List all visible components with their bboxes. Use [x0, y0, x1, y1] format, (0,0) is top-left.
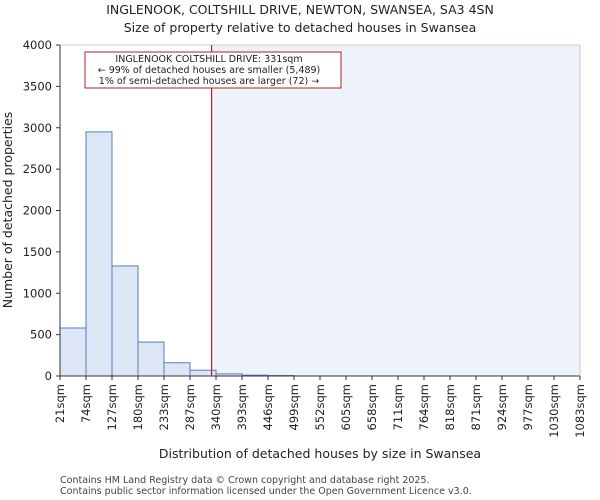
- x-tick-label: 393sqm: [235, 384, 249, 430]
- x-tick-label: 924sqm: [495, 384, 509, 430]
- x-tick-label: 287sqm: [183, 384, 197, 430]
- x-tick-label: 871sqm: [469, 384, 483, 430]
- y-tick-label: 1000: [23, 286, 52, 300]
- bar: [137, 341, 165, 377]
- chart-title: INGLENOOK, COLTSHILL DRIVE, NEWTON, SWAN…: [106, 2, 494, 17]
- y-tick-label: 3500: [23, 79, 52, 93]
- x-tick-label: 21sqm: [53, 384, 67, 423]
- y-tick-label: 1500: [23, 245, 52, 259]
- bar: [59, 327, 87, 377]
- x-tick-label: 233sqm: [157, 384, 171, 430]
- x-tick-label: 552sqm: [313, 384, 327, 430]
- x-tick-label: 764sqm: [417, 384, 431, 430]
- annotation-line: 1% of semi-detached houses are larger (7…: [99, 76, 319, 87]
- y-tick-label: 3000: [23, 121, 52, 135]
- y-tick-label: 0: [45, 369, 52, 383]
- annotation-box: [84, 51, 342, 89]
- x-tick-label: 711sqm: [391, 384, 405, 430]
- y-tick-label: 2500: [23, 162, 52, 176]
- x-tick-label: 1083sqm: [573, 384, 587, 438]
- x-axis-label: Distribution of detached houses by size …: [159, 446, 481, 461]
- x-tick-label: 977sqm: [521, 384, 535, 430]
- annotation-line: ← 99% of detached houses are smaller (5,…: [98, 65, 321, 76]
- x-tick-label: 127sqm: [105, 384, 119, 430]
- y-tick-label: 4000: [23, 38, 52, 52]
- bar: [111, 265, 139, 377]
- x-tick-label: 340sqm: [209, 384, 223, 430]
- x-tick-label: 446sqm: [261, 384, 275, 430]
- x-tick-label: 605sqm: [339, 384, 353, 430]
- bar: [85, 131, 113, 377]
- x-tick-label: 499sqm: [287, 384, 301, 430]
- x-tick-label: 1030sqm: [547, 384, 561, 438]
- chart-subtitle: Size of property relative to detached ho…: [124, 20, 477, 35]
- y-tick-label: 500: [30, 328, 52, 342]
- x-tick-label: 818sqm: [443, 384, 457, 430]
- x-tick-label: 74sqm: [79, 384, 93, 423]
- y-axis-label: Number of detached properties: [0, 112, 15, 309]
- footer-line-2: Contains public sector information licen…: [60, 486, 472, 497]
- bar: [163, 362, 191, 377]
- x-tick-label: 658sqm: [365, 384, 379, 430]
- annotation-line: INGLENOOK COLTSHILL DRIVE: 331sqm: [115, 54, 302, 65]
- larger-region-shade: [211, 45, 580, 376]
- footer-line-1: Contains HM Land Registry data © Crown c…: [60, 475, 430, 486]
- plot-area: 0 500 1000 1500 2000 2500 3000 3500 4000 21sqm 74s…: [23, 38, 587, 438]
- y-tick-label: 2000: [23, 204, 52, 218]
- x-tick-label: 180sqm: [131, 384, 145, 430]
